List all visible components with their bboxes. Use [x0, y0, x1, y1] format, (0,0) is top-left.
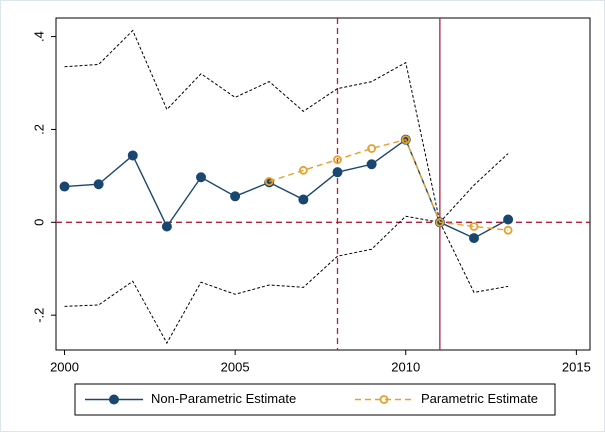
- y-tick-label: 0: [31, 219, 46, 226]
- legend-box: [74, 383, 556, 416]
- y-tick-label: -.2: [31, 308, 46, 323]
- x-tick-label: 2015: [562, 359, 591, 374]
- marker: [367, 144, 377, 153]
- marker: [298, 165, 308, 175]
- legend-label: Parametric Estimate: [421, 391, 538, 406]
- marker: [469, 222, 479, 231]
- marker: [435, 217, 445, 227]
- marker: [332, 167, 343, 178]
- x-tick-label: 2000: [50, 359, 79, 374]
- marker: [333, 155, 342, 165]
- y-tick-label: .2: [31, 124, 46, 135]
- series-line: [64, 138, 509, 239]
- marker: [503, 214, 514, 225]
- marker: [196, 172, 207, 183]
- series-line: [64, 29, 509, 224]
- marker: [161, 221, 172, 232]
- y-tick-label: .4: [31, 31, 46, 42]
- legend-marker: [109, 394, 119, 405]
- marker: [468, 233, 479, 244]
- marker: [503, 225, 513, 235]
- legend-marker: [379, 395, 389, 404]
- marker: [127, 150, 138, 161]
- marker: [230, 191, 241, 202]
- legend-label: Non-Parametric Estimate: [151, 391, 296, 406]
- series-line: [269, 138, 509, 231]
- x-tick-label: 2005: [221, 359, 250, 374]
- series-line: [64, 215, 509, 345]
- marker: [366, 159, 377, 170]
- marker: [401, 135, 411, 145]
- x-tick-label: 2010: [391, 359, 420, 374]
- marker: [298, 194, 309, 205]
- marker: [93, 179, 104, 190]
- marker: [264, 177, 274, 186]
- marker: [59, 181, 70, 192]
